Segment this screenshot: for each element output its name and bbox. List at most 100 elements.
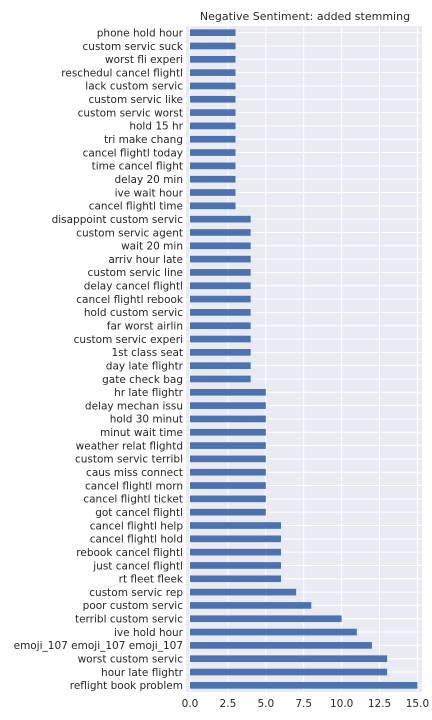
y-tick-label: ive hold hour [114,627,184,639]
y-tick-label: ive wait hour [115,187,184,199]
bar [190,535,281,543]
bar [190,682,418,689]
y-tick-label: hr late flightr [114,387,184,399]
y-tick-label: poor custom servic [83,600,184,612]
bar [190,602,312,609]
bar [190,428,266,436]
y-tick-label: hold 15 hr [129,121,183,133]
y-tick-label: hold 30 minut [110,414,183,426]
bar [190,322,251,330]
y-tick-label: cancel flightl help [90,520,184,532]
bar [190,189,236,196]
chart-title: Negative Sentiment: added stemming [200,10,410,23]
bar [190,362,251,369]
bar [190,402,266,409]
y-tick-label: worst custom servic [78,654,184,666]
x-tick-label: 12.5 [368,698,391,710]
x-tick-label: 15.0 [406,698,429,710]
y-tick-label: delay mechan issu [85,400,183,412]
bar [190,468,266,476]
y-tick-label: custom servic terribl [75,454,183,466]
y-tick-label: cancel flightl morn [85,480,183,492]
y-tick-label: lack custom servic [85,81,183,93]
y-tick-label: custom servic experi [74,334,183,346]
bar [190,522,281,529]
y-tick-label: 1st class seat [112,347,184,359]
bar [190,295,251,303]
bar [190,628,357,636]
bar [190,55,236,63]
bar [190,42,236,50]
y-tick-label: delay 20 min [114,174,183,186]
bar [190,495,266,503]
bar [190,175,236,183]
bar [190,202,236,210]
y-tick-label: custom servic rep [89,587,183,599]
bar [190,82,236,90]
bar [190,455,266,463]
y-tick-label: day late flightr [106,360,184,372]
bar [190,242,251,250]
bar [190,69,236,76]
bar [190,442,266,449]
x-tick-label: 10.0 [330,698,353,710]
y-tick-label: rt fleet fleek [119,574,184,586]
bar [190,642,372,649]
bar [190,229,251,236]
bar [190,135,236,143]
y-tick-label: cancel flightl ticket [83,494,183,506]
y-tick-label: disappoint custom servic [52,214,184,226]
y-tick-label: cancel flightl today [83,147,183,159]
bar [190,508,266,516]
bar [190,109,236,116]
bar [190,29,236,36]
y-tick-label: hold custom servic [84,307,183,319]
bar [190,215,251,223]
y-tick-label: rebook cancel flightl [76,547,183,559]
bar-layer [190,29,418,689]
y-tick-label: phone hold hour [97,27,184,39]
y-tick-label: wait 20 min [121,241,183,253]
bar [190,349,251,356]
bar [190,309,251,316]
bar [190,255,251,263]
y-tick-label: weather relat flightd [76,440,183,452]
x-tick-label: 7.5 [295,698,312,710]
bar [190,575,281,583]
y-tick-label: cancel flightl rebook [76,294,184,306]
x-tick-label: 0.0 [182,698,199,710]
y-tick-label: worst fli experi [105,54,183,66]
y-tick-label: reflight book problem [70,680,183,692]
y-tick-label: cancel flightl hold [90,534,183,546]
y-tick-label: arriv hour late [108,254,183,266]
bar [190,615,342,623]
y-tick-label: custom servic suck [83,41,184,53]
y-tick-label: just cancel flightl [92,560,183,572]
y-tick-label: hour late flightr [101,667,184,679]
y-tick-label: custom servic agent [76,227,183,239]
y-tick-label: custom servic like [89,94,184,106]
bar [190,162,236,170]
bar [190,655,388,663]
y-tick-label: emoji_107 emoji_107 emoji_107 [14,640,183,652]
x-tick-labels: 0.0 2.5 5.0 7.5 10.0 12.5 15.0 [182,698,429,710]
y-tick-label: minut wait time [100,427,183,439]
bar [190,482,266,489]
y-tick-label: far worst airlin [107,321,183,333]
bar [190,415,266,423]
bar [190,562,281,569]
bar [190,269,251,276]
y-tick-label: time cancel flight [92,161,183,173]
bar [190,668,388,676]
bar [190,149,236,156]
bar [190,282,251,290]
bar [190,375,251,383]
bar [190,548,281,556]
y-tick-label: cancel flightl time [89,201,183,213]
y-tick-label: terribl custom servic [75,614,183,626]
y-tick-label: custom servic line [88,267,183,279]
y-tick-label: caus miss connect [86,467,183,479]
